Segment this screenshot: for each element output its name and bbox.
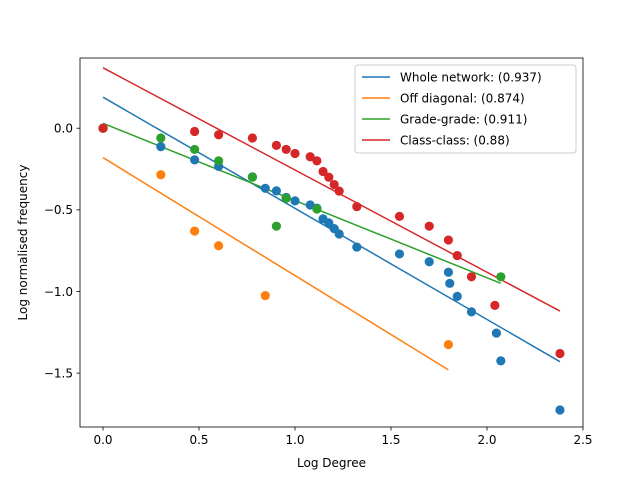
series-3-point-12	[334, 186, 344, 196]
series-0-point-19	[445, 278, 455, 288]
axes: 0.0 0.5 1.0 1.5 2.0 2.5 −1.5 −1.0 −0.5 0.0	[44, 57, 593, 447]
series-3-point-15	[424, 221, 434, 231]
series-1-point-2	[190, 226, 200, 236]
series-3-point-5	[281, 144, 291, 155]
series-0-point-16	[394, 249, 405, 259]
legend-entry-2: Grade-grade: (0.911)	[400, 113, 527, 127]
series-3-point-4	[271, 140, 281, 150]
series-2-point-1	[156, 133, 166, 143]
series-1-point-1	[156, 170, 166, 180]
series-0-point-15	[352, 242, 362, 252]
series-2-point-5	[271, 221, 281, 231]
series-3-point-17	[452, 250, 462, 261]
series-3-point-3	[247, 133, 257, 143]
plot-frame	[79, 57, 584, 428]
series-1-fit-line	[102, 156, 449, 371]
legend-box	[354, 64, 577, 154]
series-0-point-24	[555, 405, 565, 415]
series-3-point-7	[305, 152, 315, 162]
x-tick-label-0: 0.0	[93, 433, 112, 447]
y-tick-label-3: 0.0	[54, 122, 73, 136]
series-3-point-9	[318, 166, 328, 177]
series-3-point-19	[490, 300, 500, 310]
legend-entry-0: Whole network: (0.937)	[400, 71, 542, 85]
x-tick-label-5: 2.5	[573, 433, 592, 447]
series-2-fit-line	[102, 122, 502, 285]
series-3-point-1	[190, 126, 200, 137]
series-3-point-2	[214, 130, 224, 140]
series-0-point-1	[156, 142, 166, 152]
legend: Whole network: (0.937) Off diagonal: (0.8…	[354, 64, 577, 154]
series-0-point-14	[334, 229, 344, 239]
x-tick-label-3: 1.5	[381, 433, 400, 447]
series-3-point-13	[352, 201, 362, 212]
y-tick-label-0: −1.5	[44, 366, 73, 380]
series-0-point-23	[496, 356, 506, 366]
series-0-point-2	[190, 155, 200, 165]
series-0-point-21	[466, 307, 477, 317]
series-3-point-8	[312, 156, 322, 166]
series-3-point-11	[329, 179, 339, 190]
series-0-point-20	[452, 291, 462, 301]
series-1-point-5	[443, 339, 454, 350]
series-3-fit-line	[102, 67, 561, 312]
series-0-point-18	[443, 267, 454, 277]
series-2-point-7	[312, 204, 322, 214]
series-0-point-8	[290, 196, 300, 206]
series-2-point-4	[247, 172, 257, 182]
series-3-point-6	[290, 148, 300, 159]
series-3-point-16	[443, 235, 454, 245]
y-tick-label-2: −0.5	[44, 203, 73, 217]
series-0-point-22	[491, 328, 502, 338]
x-tick-label-1: 0.5	[189, 433, 208, 447]
y-axis-label: Log normalised frequency	[16, 165, 30, 321]
series-3-point-18	[466, 272, 477, 282]
series-2-point-2	[190, 144, 200, 155]
series-0-point-5	[260, 183, 270, 193]
series-0-point-6	[271, 186, 281, 196]
series-3-point-14	[394, 211, 405, 221]
series-2-point-6	[281, 193, 291, 204]
x-tick-label-2: 1.0	[285, 433, 304, 447]
series-3-point-10	[324, 172, 334, 182]
data-points	[98, 123, 565, 415]
series-1-point-3	[214, 241, 224, 251]
series-1-point-4	[260, 290, 270, 301]
legend-entry-1: Off diagonal: (0.874)	[400, 92, 525, 106]
y-tick-label-1: −1.0	[44, 285, 73, 299]
x-tick-label-4: 2.0	[477, 433, 496, 447]
series-3-point-0	[98, 123, 108, 133]
series-2-point-8	[496, 272, 506, 282]
series-2-point-3	[214, 156, 224, 166]
series-0-point-17	[424, 257, 434, 267]
x-axis-label: Log Degree	[297, 456, 366, 470]
legend-entry-3: Class-class: (0.88)	[400, 134, 510, 148]
series-3-point-20	[555, 348, 565, 359]
